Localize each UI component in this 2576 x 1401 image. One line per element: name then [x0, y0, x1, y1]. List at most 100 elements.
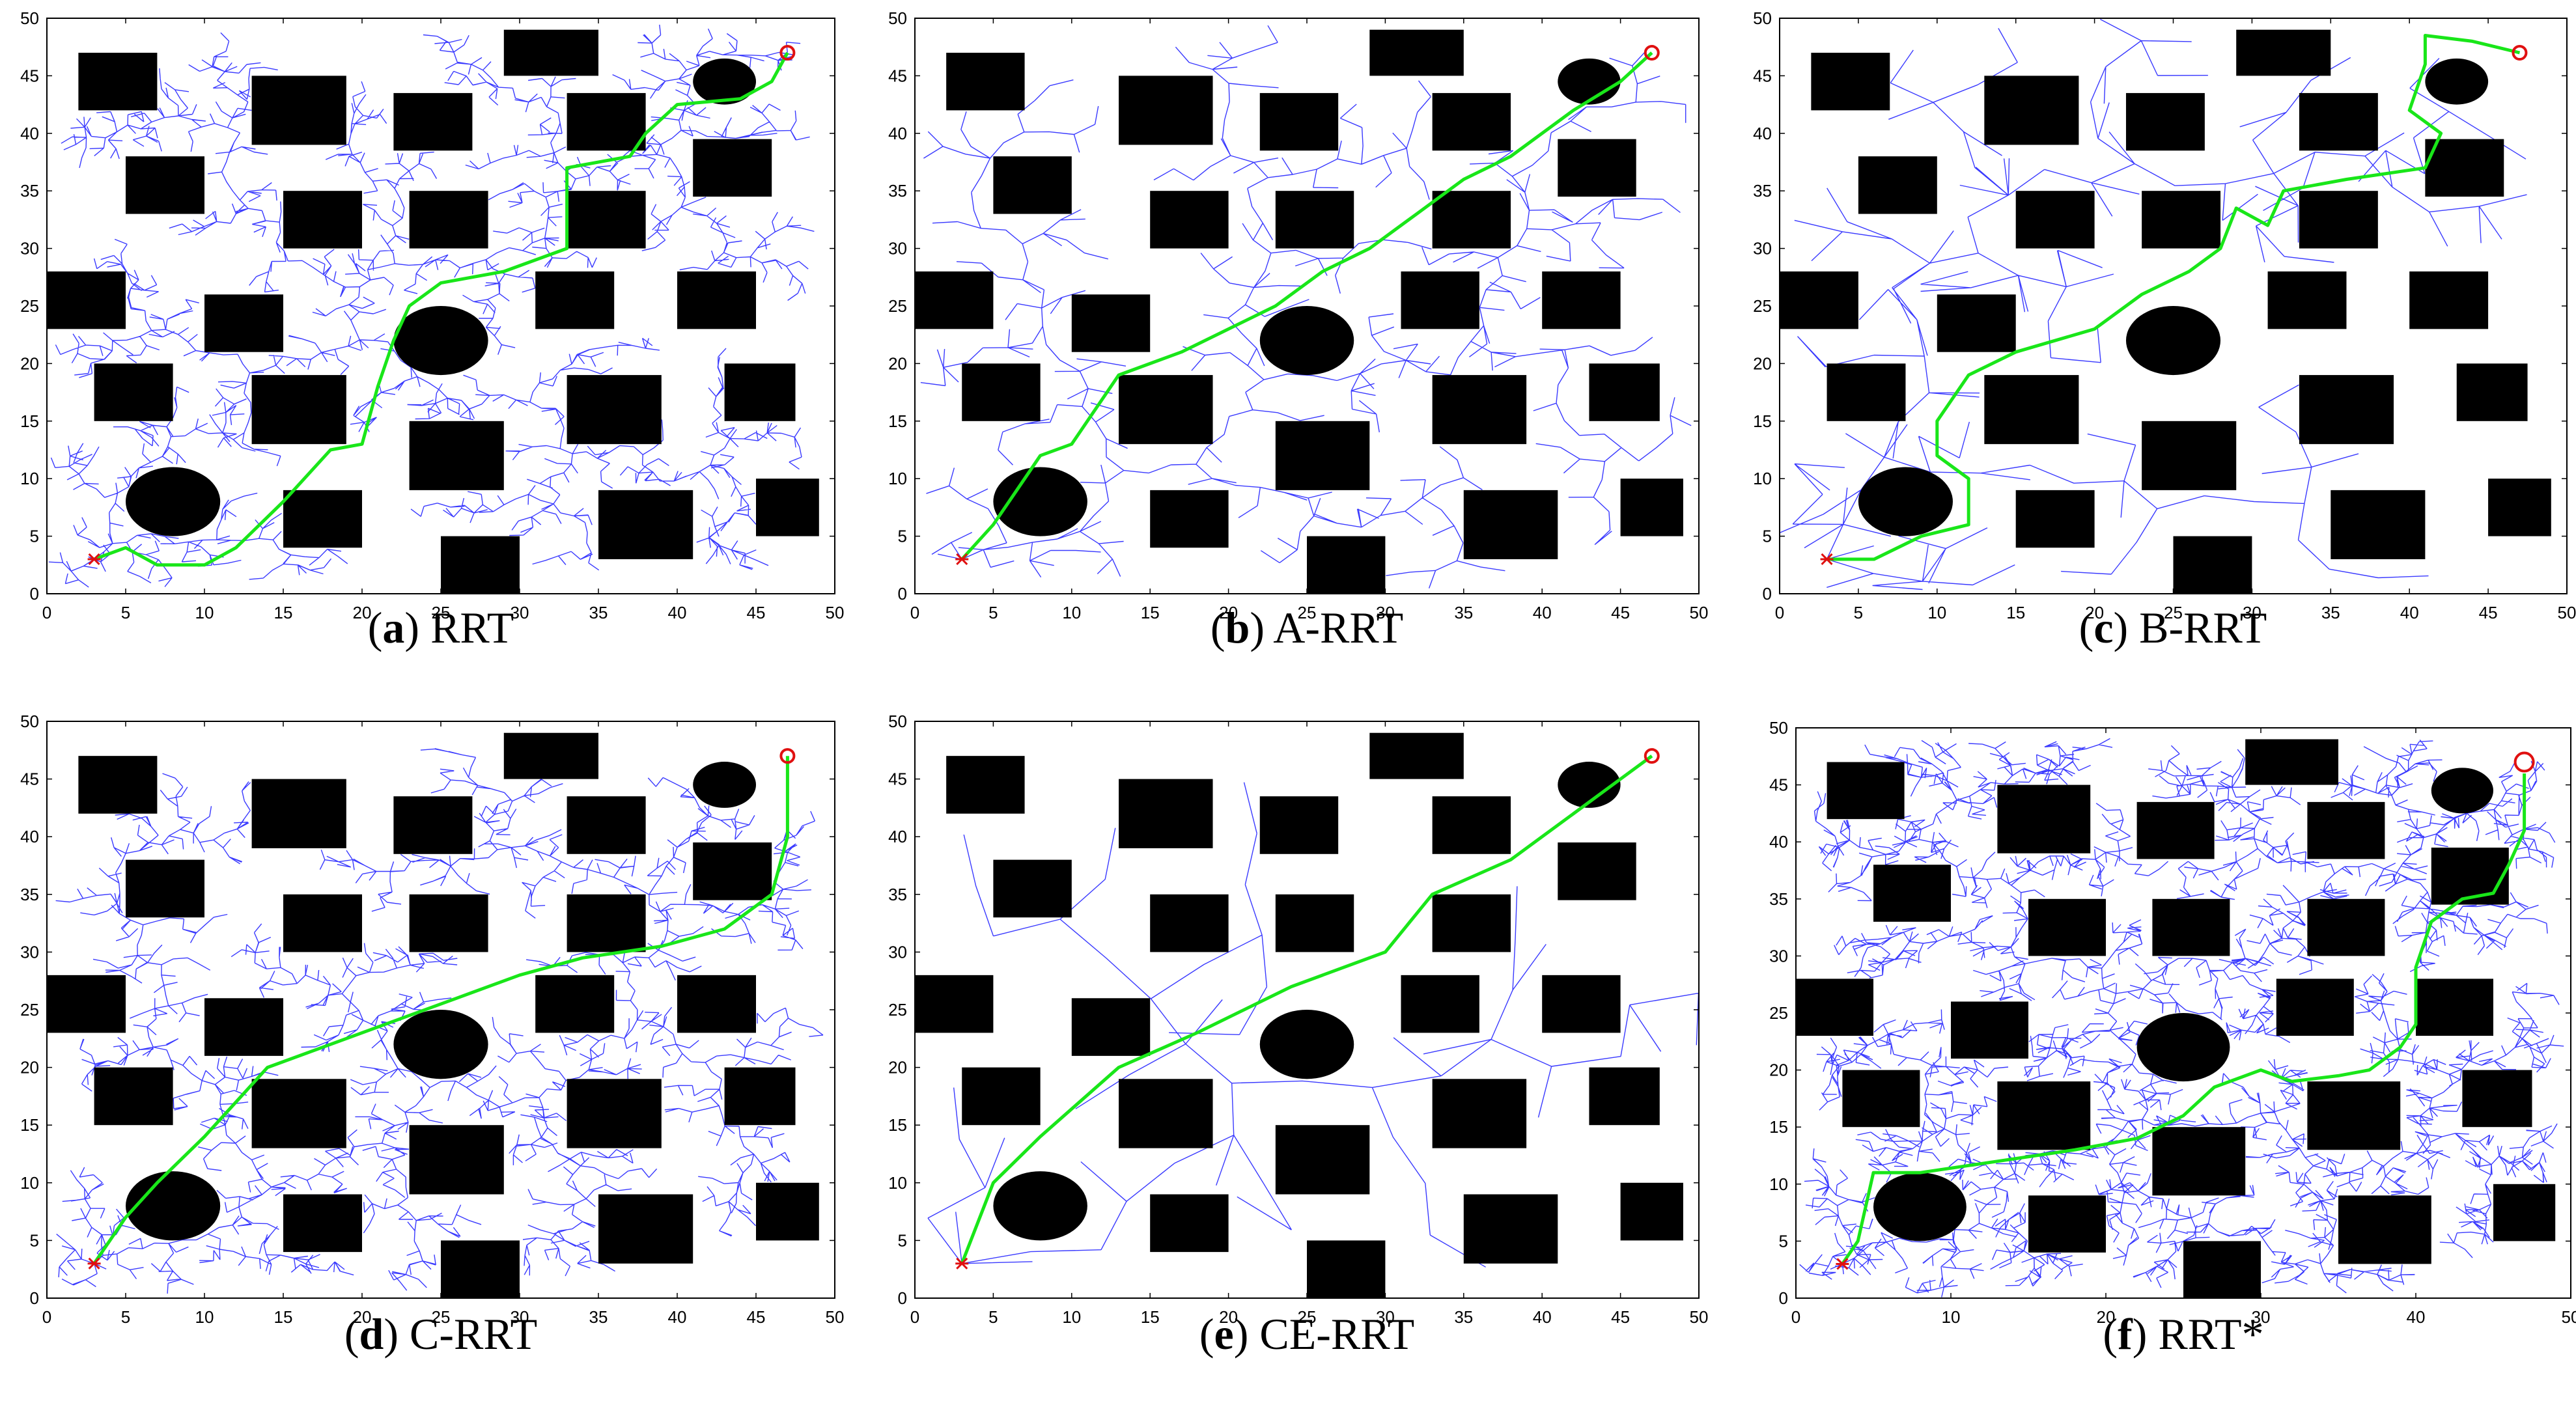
obstacle-rect [2245, 739, 2338, 785]
obstacle-rect [283, 1194, 362, 1253]
obstacle-rect [2015, 191, 2095, 249]
obstacle-rect [2462, 1070, 2532, 1128]
plot-frame [1779, 18, 2568, 594]
y-tick-label: 20 [20, 1058, 39, 1077]
obstacle-rect [1432, 894, 1511, 952]
obstacle-ellipse [1558, 762, 1621, 808]
obstacle-rect [2416, 978, 2493, 1036]
caption-title: CE-RRT [1259, 1309, 1415, 1359]
panel-caption: (e) CE-RRT [1199, 1309, 1414, 1360]
y-tick-label: 15 [1769, 1117, 1788, 1137]
y-tick-label: 5 [1779, 1231, 1788, 1251]
x-tick-label: 35 [1454, 603, 1473, 622]
goal-marker [779, 45, 796, 61]
y-tick-label: 20 [888, 354, 907, 373]
y-tick-label: 30 [20, 942, 39, 962]
obstacle-rect [2173, 536, 2252, 594]
y-tick-label: 10 [888, 1173, 907, 1193]
obstacle-rect [1984, 76, 2079, 145]
obstacle-rect [1119, 779, 1213, 848]
y-tick-label: 0 [898, 584, 907, 603]
obstacle-rect [1119, 1079, 1213, 1148]
start-marker [88, 553, 100, 566]
obstacle-rect [1589, 363, 1660, 421]
y-tick-label: 0 [898, 1288, 907, 1308]
y-tick-label: 50 [20, 8, 39, 28]
obstacle-rect [2183, 1241, 2261, 1298]
obstacle-rect [1275, 421, 1370, 490]
obstacle-rect [1150, 490, 1229, 548]
y-tick-label: 20 [20, 354, 39, 373]
start-marker [88, 1257, 100, 1269]
y-tick-label: 15 [20, 1115, 39, 1135]
obstacle-rect [204, 294, 283, 352]
goal-marker [1644, 45, 1660, 61]
y-tick-label: 25 [20, 1000, 39, 1020]
obstacle-rect [78, 756, 158, 814]
obstacle-ellipse [2136, 1013, 2230, 1082]
x-tick-label: 15 [274, 603, 293, 622]
y-tick-label: 25 [1769, 1003, 1788, 1023]
x-tick-label: 45 [747, 603, 766, 622]
x-tick-label: 40 [1533, 1307, 1552, 1327]
obstacle-rect [993, 859, 1072, 918]
obstacle-rect [441, 536, 520, 594]
x-tick-label: 15 [1141, 603, 1160, 622]
obstacle-rect [1873, 865, 1951, 922]
obstacle-rect [1984, 375, 2079, 445]
obstacle-rect [2152, 898, 2230, 956]
obstacle-rect [2338, 1195, 2431, 1264]
obstacle-rect [94, 1067, 173, 1126]
obstacle-ellipse [393, 1010, 488, 1079]
obstacle-rect [1589, 1067, 1660, 1126]
caption-letter: (d) [344, 1309, 410, 1359]
obstacle-rect [677, 271, 756, 329]
y-tick-label: 20 [1769, 1061, 1788, 1080]
plot-frame [1795, 727, 2571, 1299]
obstacle-ellipse [2125, 305, 2221, 376]
obstacle-rect [1307, 1240, 1386, 1298]
obstacle-rect [2136, 801, 2215, 859]
obstacle-rect [1150, 1194, 1229, 1253]
x-tick-label: 40 [2400, 603, 2419, 622]
y-tick-label: 5 [898, 1230, 907, 1250]
obstacle-rect [1071, 294, 1151, 352]
planned-path [960, 51, 1653, 561]
x-tick-label: 50 [1690, 603, 1709, 622]
obstacle-rect [946, 756, 1025, 814]
y-tick-label: 35 [20, 181, 39, 201]
x-tick-label: 0 [42, 1307, 51, 1327]
obstacle-rect [251, 375, 346, 445]
obstacle-rect [1259, 92, 1339, 151]
obstacle-rect [1842, 1070, 1920, 1128]
caption-title: RRT [430, 603, 514, 652]
y-tick-label: 0 [1779, 1288, 1788, 1308]
start-marker [1836, 1258, 1849, 1270]
goal-marker [2512, 45, 2528, 61]
y-tick-label: 50 [1753, 8, 1772, 28]
y-tick-label: 35 [888, 181, 907, 201]
y-tick-label: 15 [888, 1115, 907, 1135]
start-marker [956, 1257, 968, 1269]
obstacle-rect [1780, 271, 1858, 329]
caption-letter: (f) [2103, 1309, 2159, 1359]
x-tick-label: 15 [1141, 1307, 1160, 1327]
obstacle-rect [1542, 271, 1621, 329]
x-tick-label: 35 [589, 1307, 608, 1327]
plot-frame [914, 18, 1700, 594]
tree-edges [55, 748, 824, 1294]
y-tick-label: 45 [888, 770, 907, 789]
x-tick-label: 10 [1062, 603, 1081, 622]
x-tick-label: 15 [274, 1307, 293, 1327]
caption-letter: (c) [2079, 603, 2140, 652]
planned-path [92, 756, 789, 1265]
y-tick-label: 15 [888, 411, 907, 431]
caption-letter: (a) [367, 603, 431, 652]
obstacle-rect [283, 191, 362, 249]
obstacle-ellipse [693, 762, 756, 808]
caption-title: C-RRT [409, 1309, 538, 1359]
y-tick-label: 30 [1769, 946, 1788, 965]
y-tick-label: 10 [20, 469, 39, 488]
obstacle-rect [567, 894, 646, 952]
